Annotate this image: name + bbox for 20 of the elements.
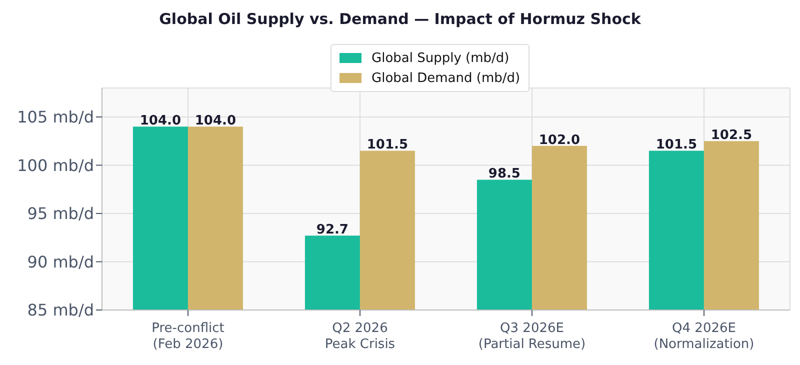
x-tick-label: Q3 2026E (Partial Resume) (478, 321, 586, 352)
y-tick-label: 85 mb/d (27, 300, 94, 320)
x-tick-label: Pre-conflict (Feb 2026) (152, 321, 224, 352)
data-label: 102.0 (538, 132, 580, 148)
data-label: 104.0 (140, 114, 182, 129)
data-label: 104.0 (194, 114, 236, 129)
data-label: 92.7 (316, 222, 348, 238)
x-tick-label: Q2 2026 Peak Crisis (324, 321, 396, 352)
data-label: 102.5 (710, 128, 752, 144)
data-label: 101.5 (656, 138, 698, 153)
chart-title: Global Oil Supply vs. Demand — Impact of Hormuz Shock (158, 9, 642, 30)
y-tick-label: 90 mb/d (27, 252, 94, 272)
y-tick-label: 105 mb/d (17, 108, 94, 127)
y-tick-label: 100 mb/d (17, 156, 94, 175)
data-label: 101.5 (366, 138, 408, 153)
x-tick-label: Q4 2026E (Normalization) (654, 321, 754, 352)
y-tick-label: 95 mb/d (27, 204, 94, 224)
legend-label: Global Supply (mb/d) (372, 50, 510, 66)
legend-label: Global Demand (mb/d) (372, 70, 520, 86)
data-label: 98.5 (488, 166, 520, 182)
